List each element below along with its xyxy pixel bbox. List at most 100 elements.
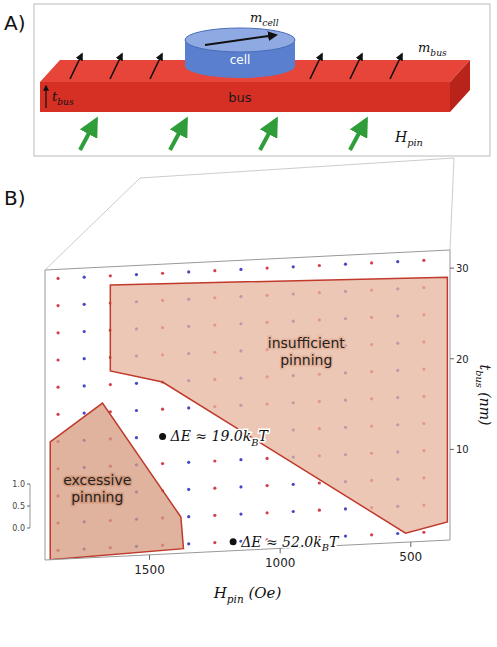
grid-dot (213, 487, 216, 490)
panel-letter: A) (4, 11, 25, 35)
m-cell-arrow (205, 35, 276, 45)
grid-dot (213, 459, 216, 462)
grid-dot (318, 509, 321, 512)
grid-dot (56, 277, 59, 280)
grid-dot (83, 384, 86, 387)
grid-dot (239, 458, 242, 461)
grid-dot (83, 276, 86, 279)
y-axis: 102030tbus (nm) (450, 263, 493, 455)
grid-dot (83, 303, 86, 306)
z-tick (27, 484, 30, 485)
grid-dot (187, 270, 190, 273)
h-pin-arrow (350, 120, 366, 150)
m-bus-arrow (70, 54, 82, 79)
y-tick-label: 10 (456, 444, 469, 455)
annotation-point (230, 538, 237, 545)
m-bus-arrow (310, 54, 322, 79)
region-label-line: excessive (63, 472, 131, 488)
grid-dot (83, 330, 86, 333)
text-part: cell (262, 18, 278, 28)
x-tick (410, 542, 411, 547)
text-part: bus (474, 370, 485, 388)
cell-top (185, 28, 295, 52)
t-bus-label: tbus (52, 89, 74, 107)
text-part: B (321, 542, 329, 553)
grid-dot (56, 304, 59, 307)
grid-dot (370, 261, 373, 264)
grid-dot (239, 512, 242, 515)
y-tick-label: 20 (456, 354, 469, 365)
grid-dot (135, 382, 138, 385)
z-tick-label: 1.0 (12, 480, 25, 489)
h-pin-arrow (80, 120, 96, 150)
grid-dot (265, 511, 268, 514)
panel-a: A)bustbusmbuscellmcellHpin (4, 4, 490, 156)
h-pin-arrow (170, 120, 186, 150)
region-label: insufficientpinning (268, 335, 346, 368)
text-part: H (213, 584, 228, 602)
panel-b: B)15001000500Hpin (Oe)102030tbus (nm)1.0… (4, 158, 493, 605)
grid-dot (161, 408, 164, 411)
grid-dot (265, 266, 268, 269)
grid-dot (109, 274, 112, 277)
grid-dot (292, 510, 295, 513)
grid-dot (213, 269, 216, 272)
panel-a-frame (34, 4, 490, 156)
text-part: (Oe) (244, 584, 282, 602)
grid-dot (56, 413, 59, 416)
x-axis: 1500 1000 500 Hpin (Oe) (134, 542, 422, 605)
grid-dot (56, 358, 59, 361)
x-tick-label: 1000 (265, 556, 296, 570)
grid-dot (265, 457, 268, 460)
grid-dot (213, 514, 216, 517)
grid-dot (396, 260, 399, 263)
frame-edge (45, 270, 46, 560)
x-tick-label: 1500 (134, 563, 165, 577)
grid-dot (422, 259, 425, 262)
grid-dot (318, 264, 321, 267)
z-axis: 1.00.50.0 (12, 480, 30, 533)
grid-dot (239, 268, 242, 271)
text-part: pin (407, 137, 423, 148)
grid-dot (344, 534, 347, 537)
bus-label: bus (228, 90, 251, 105)
text-part: ΔE ≈ 19.0k (170, 428, 252, 444)
grid-dot (56, 331, 59, 334)
y-tick (450, 268, 454, 269)
t-bus-arrow (45, 86, 46, 108)
grid-dot (292, 483, 295, 486)
text-part: m (418, 40, 430, 55)
panel-letter: B) (4, 186, 26, 210)
z-tick (27, 528, 30, 529)
grid-dot (187, 406, 190, 409)
text-part: pin (227, 593, 244, 605)
grid-dot (318, 481, 321, 484)
annotation-point (159, 433, 166, 440)
text-part: bus (57, 97, 74, 107)
grid-dot (396, 532, 399, 535)
grid-dot (213, 541, 216, 544)
text-part: T (258, 428, 269, 444)
m-cell-label: mcell (250, 10, 279, 28)
grid-dot (161, 272, 164, 275)
annotation-label: ΔE ≈ 19.0kBT (170, 428, 270, 447)
m-bus-arrow (390, 54, 402, 79)
x-axis-title: Hpin (Oe) (213, 584, 282, 605)
y-tick (450, 358, 454, 359)
grid-dot (292, 265, 295, 268)
grid-dot (344, 263, 347, 266)
grid-dot (109, 383, 112, 386)
text-part: ΔE ≈ 52.0k (240, 534, 322, 550)
text-part: B (250, 437, 258, 448)
grid-dot (83, 357, 86, 360)
grid-dot (187, 515, 190, 518)
x-tick-label: 500 (399, 550, 422, 564)
z-tick-label: 0.0 (12, 524, 25, 533)
y-tick (450, 449, 454, 450)
region (50, 403, 183, 560)
bus-side (450, 60, 470, 112)
h-pin-arrow (260, 120, 276, 150)
frame-edge (450, 250, 451, 540)
region-label-line: insufficient (268, 335, 346, 351)
m-bus-label: mbus (418, 40, 447, 58)
